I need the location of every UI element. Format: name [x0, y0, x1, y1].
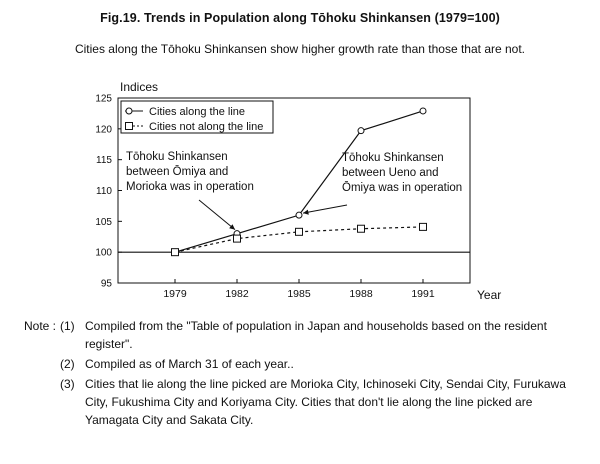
- annotation-text: between Ueno and: [342, 167, 439, 179]
- legend-marker-2: [125, 122, 133, 130]
- annotation-arrow: [198, 199, 236, 231]
- legend-box: [120, 100, 274, 134]
- annotation-text: Tōhoku Shinkansen: [126, 151, 228, 163]
- note-item: (3) Cities that lie along the line picke…: [24, 375, 584, 429]
- series-1-point: [295, 211, 303, 219]
- annotation-text: Morioka was in operation: [126, 181, 254, 193]
- note-text: Compiled from the "Table of population i…: [85, 319, 547, 351]
- x-tick-label: 1985: [287, 288, 311, 300]
- legend-label-2: Cities not along the line: [149, 121, 263, 133]
- series-2-point: [233, 234, 241, 243]
- y-tick-label: 100: [95, 248, 112, 259]
- note-number: (2): [60, 357, 75, 371]
- series-2-point: [171, 248, 179, 257]
- series-line-2: [174, 226, 424, 253]
- series-2-point: [357, 224, 365, 233]
- line-chart: 95 100 105 110 115 120 125 1979 1982 1985 1988 1991…: [95, 80, 501, 302]
- x-tick-label: 1991: [411, 288, 435, 300]
- y-tick-label: 125: [95, 94, 112, 105]
- annotation-arrowhead: [303, 209, 309, 215]
- note-text: Compiled as of March 31 of each year..: [85, 357, 294, 371]
- x-axis-label: Year: [477, 288, 501, 302]
- note-number: (3): [60, 377, 75, 391]
- y-tick-label: 95: [101, 279, 113, 290]
- annotation-arrow: [302, 204, 348, 214]
- annotation-arrowhead: [229, 224, 235, 230]
- x-tick-label: 1979: [163, 288, 187, 300]
- figure-title: Fig.19. Trends in Population along Tōhok…: [100, 11, 500, 25]
- series-2-point: [419, 222, 427, 231]
- note-label: Note :: [24, 319, 57, 333]
- figure-subtitle: Cities along the Tōhoku Shinkansen show …: [74, 42, 526, 56]
- legend-label-1: Cities along the line: [149, 106, 245, 118]
- y-tick-label: 110: [96, 186, 112, 197]
- series-1-point: [419, 107, 427, 115]
- notes-block: Note : (1) Compiled from the "Table of p…: [24, 317, 584, 429]
- series-2-point: [295, 227, 303, 236]
- note-text: Cities that lie along the line picked ar…: [85, 377, 566, 427]
- y-tick-label: 105: [95, 217, 112, 228]
- series-1-point: [357, 127, 365, 135]
- y-axis-label: Indices: [120, 80, 158, 94]
- x-tick-label: 1982: [225, 288, 249, 300]
- y-tick-label: 120: [95, 124, 112, 135]
- x-tick-label: 1988: [349, 288, 373, 300]
- note-item: Note : (1) Compiled from the "Table of p…: [24, 317, 584, 353]
- note-number: (1): [60, 319, 75, 333]
- annotation-text: Ōmiya was in operation: [342, 182, 462, 194]
- annotation-text: between Ōmiya and: [126, 166, 228, 178]
- y-tick-label: 115: [96, 155, 112, 166]
- annotation-text: Tōhoku Shinkansen: [342, 152, 444, 164]
- legend-marker-1: [125, 107, 133, 115]
- note-item: (2) Compiled as of March 31 of each year…: [24, 355, 584, 373]
